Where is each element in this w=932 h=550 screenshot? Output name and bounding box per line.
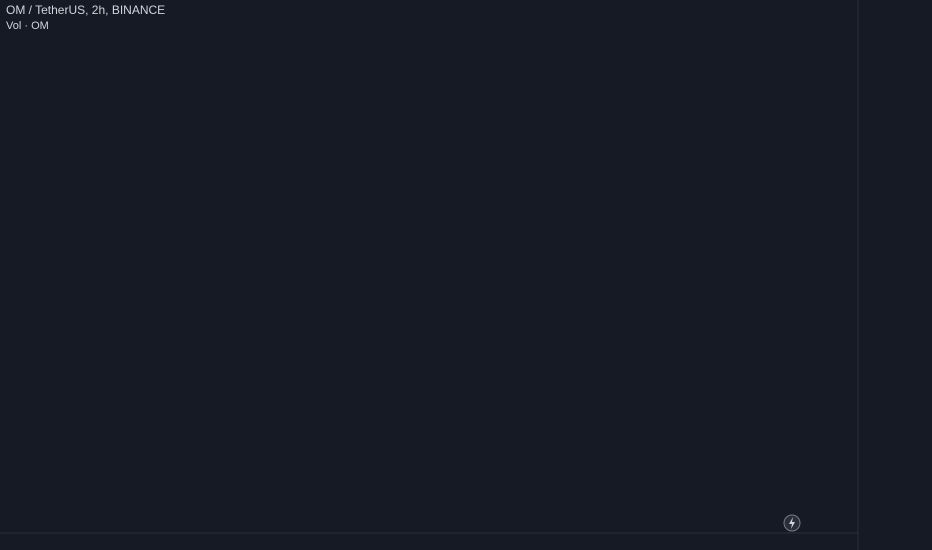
replay-icon[interactable] (783, 514, 801, 532)
chart-title: OM / TetherUS, 2h, BINANCE (6, 3, 165, 17)
volume-title: Vol · OM (6, 20, 49, 32)
icon-bolt[interactable] (789, 517, 795, 529)
